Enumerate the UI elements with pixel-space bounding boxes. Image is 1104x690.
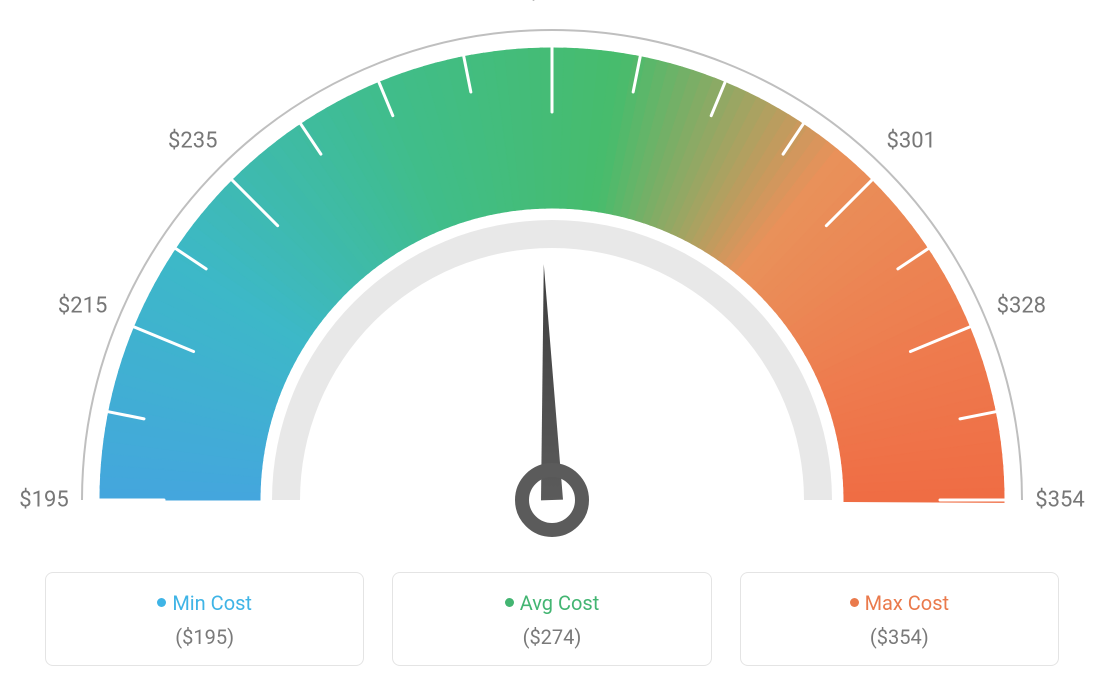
legend-title-max: Max Cost [751, 591, 1048, 615]
legend-title-min: Min Cost [56, 591, 353, 615]
legend-card-avg: Avg Cost ($274) [392, 572, 711, 666]
gauge-tick-label: $274 [527, 0, 576, 5]
gauge-tick-label: $235 [168, 128, 217, 153]
legend-title-avg: Avg Cost [403, 591, 700, 615]
legend-title-text: Avg Cost [520, 591, 600, 615]
gauge-tick-label: $328 [997, 293, 1046, 318]
legend-value-min: ($195) [56, 625, 353, 649]
gauge-tick-label: $354 [1035, 488, 1084, 513]
legend-value-avg: ($274) [403, 625, 700, 649]
gauge-tick-label: $215 [58, 293, 107, 318]
legend-title-text: Max Cost [865, 591, 950, 615]
gauge-svg [0, 0, 1104, 560]
legend-title-text: Min Cost [172, 591, 252, 615]
dot-icon [157, 598, 166, 607]
legend-row: Min Cost ($195) Avg Cost ($274) Max Cost… [45, 572, 1059, 666]
gauge-tick-label: $195 [19, 488, 68, 513]
gauge-chart: $195 $215 $235 $274 $301 $328 $354 [0, 0, 1104, 560]
legend-value-max: ($354) [751, 625, 1048, 649]
legend-card-min: Min Cost ($195) [45, 572, 364, 666]
dot-icon [505, 598, 514, 607]
gauge-tick-label: $301 [886, 128, 935, 153]
dot-icon [850, 598, 859, 607]
legend-card-max: Max Cost ($354) [740, 572, 1059, 666]
